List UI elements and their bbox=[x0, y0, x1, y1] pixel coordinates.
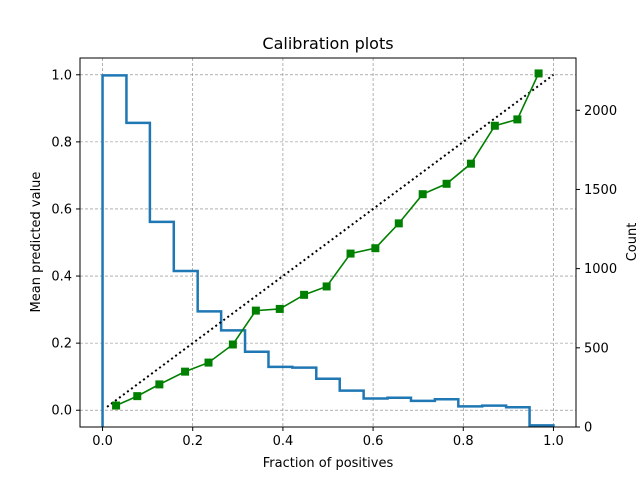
y-tick-label: 0.0 bbox=[51, 404, 72, 419]
calibration-point bbox=[251, 306, 260, 315]
calibration-point bbox=[371, 244, 380, 253]
x-tick-label: 0.4 bbox=[273, 434, 294, 449]
calibration-point bbox=[394, 219, 403, 228]
x-tick-label: 0.8 bbox=[453, 434, 474, 449]
histogram-step-line bbox=[101, 74, 555, 427]
calibration-point bbox=[346, 249, 355, 258]
calibration-point bbox=[490, 121, 499, 130]
calibration-point bbox=[418, 190, 427, 199]
y-tick-label: 0.2 bbox=[51, 337, 72, 352]
y2-axis-ticks: 0 500 1000 1500 2000 bbox=[576, 104, 617, 436]
y-tick-label: 1.0 bbox=[51, 68, 72, 83]
histogram-series bbox=[101, 74, 555, 427]
calibration-point bbox=[133, 392, 142, 401]
calibration-point bbox=[513, 115, 522, 124]
calibration-point bbox=[155, 380, 164, 389]
y2-tick-label: 500 bbox=[584, 341, 609, 356]
x-tick-label: 0.0 bbox=[92, 434, 113, 449]
grid bbox=[80, 58, 576, 427]
y2-tick-label: 1500 bbox=[584, 183, 617, 198]
y2-axis-label: Count bbox=[625, 223, 640, 262]
calibration-point bbox=[112, 401, 121, 410]
y-tick-label: 0.4 bbox=[51, 270, 72, 285]
x-axis-label: Fraction of positives bbox=[263, 456, 394, 471]
x-tick-label: 1.0 bbox=[543, 434, 564, 449]
calibration-point bbox=[534, 69, 543, 78]
calibration-point bbox=[466, 159, 475, 168]
calibration-point bbox=[300, 290, 309, 299]
chart-title: Calibration plots bbox=[262, 34, 393, 53]
y-tick-label: 0.6 bbox=[51, 202, 72, 217]
y-axis-label: Mean predicted value bbox=[29, 172, 44, 313]
x-axis-ticks: 0.0 0.2 0.4 0.6 0.8 1.0 bbox=[92, 427, 564, 449]
calibration-series bbox=[112, 69, 543, 410]
y-axis-ticks: 0.0 0.2 0.4 0.6 0.8 1.0 bbox=[51, 68, 80, 419]
y2-tick-label: 2000 bbox=[584, 104, 617, 119]
y2-tick-label: 1000 bbox=[584, 262, 617, 277]
x-tick-label: 0.2 bbox=[182, 434, 203, 449]
calibration-point bbox=[181, 367, 190, 376]
y2-tick-label: 0 bbox=[584, 421, 592, 436]
x-tick-label: 0.6 bbox=[363, 434, 384, 449]
plot-frame bbox=[79, 57, 577, 428]
calibration-point bbox=[275, 304, 284, 313]
calibration-point bbox=[322, 282, 331, 291]
calibration-point bbox=[204, 358, 213, 367]
calibration-point bbox=[442, 179, 451, 188]
y-tick-label: 0.8 bbox=[51, 135, 72, 150]
calibration-point bbox=[228, 340, 237, 349]
